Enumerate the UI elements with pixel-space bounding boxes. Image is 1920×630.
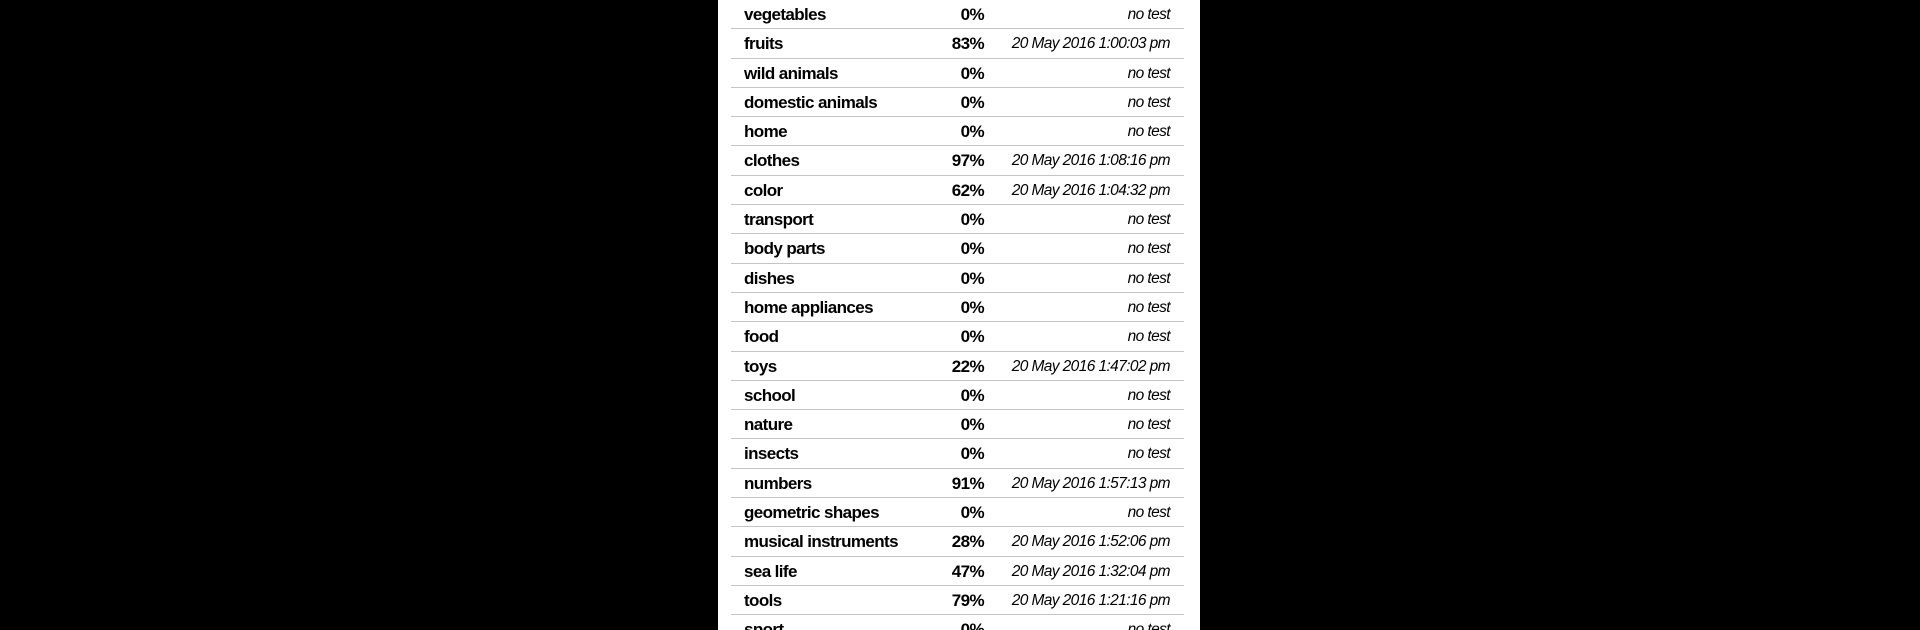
table-row: dishes 0% no test (731, 264, 1184, 293)
last-test-date: no test (1127, 621, 1171, 630)
table-row: wild animals 0% no test (731, 59, 1184, 88)
table-row: clothes 97% 20 May 2016 1:08:16 pm (731, 146, 1184, 176)
score-percent: 0% (960, 503, 985, 523)
table-row: musical instruments 28% 20 May 2016 1:52… (731, 527, 1184, 557)
category-name: numbers (744, 473, 812, 493)
results-panel: vegetables 0% no test fruits 83% 20 May … (718, 0, 1200, 630)
score-percent: 0% (960, 415, 985, 435)
category-name: toys (744, 356, 777, 376)
category-name: wild animals (744, 63, 838, 83)
table-row: food 0% no test (731, 322, 1184, 352)
score-percent: 0% (960, 297, 985, 317)
category-name: insects (744, 444, 799, 464)
table-row: geometric shapes 0% no test (731, 498, 1184, 528)
category-name: fruits (744, 34, 784, 54)
score-percent: 91% (951, 473, 985, 493)
last-test-date: no test (1127, 64, 1171, 82)
last-test-date: 20 May 2016 1:52:06 pm (1011, 533, 1171, 551)
score-percent: 97% (951, 151, 985, 171)
score-percent: 62% (951, 180, 985, 200)
table-row: body parts 0% no test (731, 234, 1184, 264)
last-test-date: no test (1127, 504, 1171, 522)
table-row: home 0% no test (731, 117, 1184, 147)
last-test-date: no test (1127, 269, 1171, 287)
score-percent: 0% (960, 327, 985, 347)
last-test-date: 20 May 2016 1:08:16 pm (1011, 152, 1171, 170)
last-test-date: no test (1127, 445, 1171, 463)
category-name: home appliances (744, 297, 874, 317)
last-test-date: 20 May 2016 1:32:04 pm (1011, 562, 1171, 580)
category-name: geometric shapes (744, 503, 880, 523)
table-row: tools 79% 20 May 2016 1:21:16 pm (731, 586, 1184, 616)
score-percent: 79% (951, 590, 985, 610)
table-row: fruits 83% 20 May 2016 1:00:03 pm (731, 29, 1184, 59)
category-name: transport (744, 210, 814, 230)
score-percent: 0% (960, 385, 985, 405)
category-name: home (744, 122, 788, 142)
score-percent: 0% (960, 92, 985, 112)
table-row: domestic animals 0% no test (731, 88, 1184, 118)
last-test-date: no test (1127, 386, 1171, 404)
score-percent: 0% (960, 5, 985, 24)
table-row: nature 0% no test (731, 410, 1184, 440)
category-name: nature (744, 415, 793, 435)
table-row: school 0% no test (731, 381, 1184, 411)
category-name: school (744, 385, 796, 405)
category-name: vegetables (744, 5, 826, 24)
table-row: sport 0% no test (731, 615, 1184, 630)
score-percent: 0% (960, 239, 985, 259)
last-test-date: 20 May 2016 1:57:13 pm (1011, 474, 1171, 492)
table-row: insects 0% no test (731, 439, 1184, 469)
table-row: numbers 91% 20 May 2016 1:57:13 pm (731, 469, 1184, 499)
category-name: dishes (744, 268, 795, 288)
score-percent: 22% (951, 356, 985, 376)
table-row: toys 22% 20 May 2016 1:47:02 pm (731, 352, 1184, 381)
table-row: home appliances 0% no test (731, 293, 1184, 323)
results-table: vegetables 0% no test fruits 83% 20 May … (731, 0, 1184, 630)
score-percent: 0% (960, 122, 985, 142)
last-test-date: 20 May 2016 1:04:32 pm (1011, 181, 1171, 199)
category-name: sea life (744, 561, 797, 581)
score-percent: 0% (960, 268, 985, 288)
score-percent: 0% (960, 210, 985, 230)
table-row: transport 0% no test (731, 205, 1184, 235)
last-test-date: no test (1127, 416, 1171, 434)
table-row: vegetables 0% no test (731, 0, 1184, 30)
last-test-date: no test (1127, 123, 1171, 141)
score-percent: 0% (960, 444, 985, 464)
score-percent: 0% (960, 620, 985, 630)
last-test-date: no test (1127, 240, 1171, 258)
last-test-date: 20 May 2016 1:00:03 pm (1011, 35, 1171, 53)
category-name: musical instruments (744, 532, 899, 552)
category-name: color (744, 180, 783, 200)
score-percent: 83% (951, 34, 985, 54)
last-test-date: no test (1127, 328, 1171, 346)
table-row: sea life 47% 20 May 2016 1:32:04 pm (731, 557, 1184, 586)
score-percent: 28% (951, 532, 985, 552)
category-name: domestic animals (744, 92, 878, 112)
last-test-date: no test (1127, 93, 1171, 111)
score-percent: 47% (951, 561, 985, 581)
last-test-date: no test (1127, 211, 1171, 229)
score-percent: 0% (960, 63, 985, 83)
category-name: sport (744, 620, 784, 630)
category-name: food (744, 327, 779, 347)
last-test-date: 20 May 2016 1:21:16 pm (1011, 591, 1171, 609)
category-name: clothes (744, 151, 800, 171)
last-test-date: no test (1127, 298, 1171, 316)
last-test-date: no test (1127, 6, 1171, 23)
category-name: tools (744, 590, 782, 610)
category-name: body parts (744, 239, 826, 259)
last-test-date: 20 May 2016 1:47:02 pm (1011, 357, 1171, 375)
table-row: color 62% 20 May 2016 1:04:32 pm (731, 176, 1184, 206)
